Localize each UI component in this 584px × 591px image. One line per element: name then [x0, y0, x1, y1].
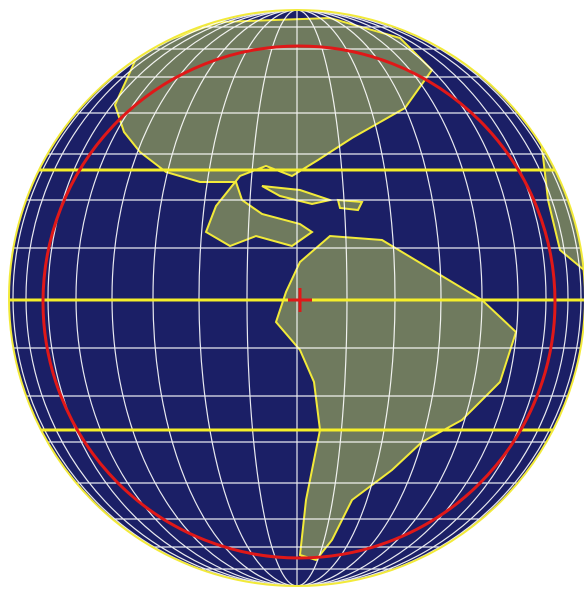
center-marker	[288, 288, 312, 312]
meridian	[152, 10, 442, 586]
meridian	[12, 10, 582, 586]
meridian	[47, 10, 547, 586]
meridian	[75, 10, 519, 586]
globe-outline	[8, 9, 584, 587]
hispaniola	[336, 198, 364, 212]
meridian	[198, 10, 396, 586]
meridian	[111, 10, 483, 586]
meridian	[25, 10, 569, 586]
view-circle	[41, 44, 557, 560]
meridian	[246, 10, 348, 586]
